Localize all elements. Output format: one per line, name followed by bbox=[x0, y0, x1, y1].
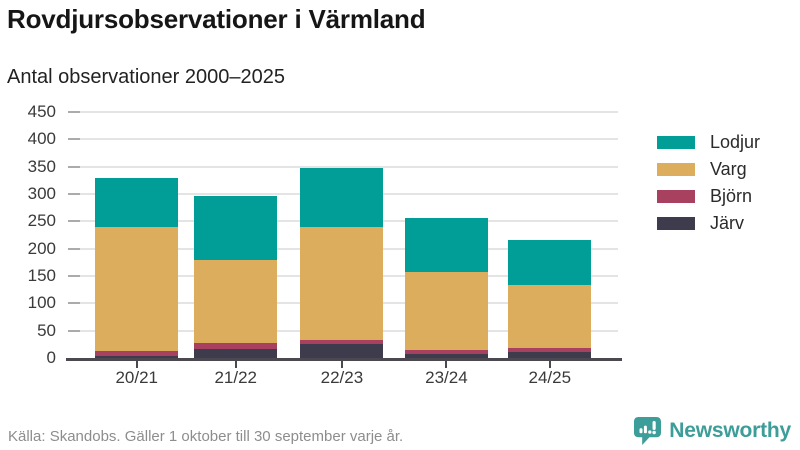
newsworthy-logo[interactable]: Newsworthy bbox=[633, 416, 791, 446]
bar-segment-21-22-järv bbox=[194, 348, 278, 358]
bar-segment-20-21-järv bbox=[95, 356, 179, 358]
bar-segment-24-25-varg bbox=[508, 284, 592, 349]
y-axis-label-300: 300 bbox=[27, 184, 56, 203]
legend-swatch-järv bbox=[657, 217, 695, 230]
y-axis-tick-50 bbox=[68, 329, 80, 332]
legend-label-lodjur: Lodjur bbox=[710, 132, 761, 152]
bar-segment-23-24-järv bbox=[404, 354, 488, 358]
bar-segment-21-22-björn bbox=[194, 343, 278, 349]
y-axis-label-350: 350 bbox=[27, 156, 56, 176]
y-axis-tick-150 bbox=[68, 275, 80, 277]
y-axis-tick-100 bbox=[68, 302, 80, 305]
bar-segment-23-24-lodjur bbox=[404, 218, 488, 273]
legend-swatch-lodjur bbox=[657, 136, 695, 149]
bar-segment-20-21-lodjur bbox=[95, 177, 179, 227]
legend-swatch-björn bbox=[657, 190, 695, 203]
bar-segment-22-23-järv bbox=[300, 344, 384, 358]
x-axis-line bbox=[66, 358, 622, 361]
gridline-450 bbox=[68, 111, 618, 113]
bar-segment-20-21-björn bbox=[95, 351, 179, 357]
y-axis-tick-200 bbox=[68, 247, 80, 250]
legend-label-varg: Varg bbox=[710, 159, 747, 179]
x-axis-tick-21-22 bbox=[234, 361, 237, 368]
newsworthy-wordmark: Newsworthy bbox=[669, 419, 791, 442]
legend: Lodjur Varg Björn Järv bbox=[657, 129, 760, 237]
bar-segment-22-23-björn bbox=[300, 339, 384, 345]
x-axis-label-21-22: 21/22 bbox=[214, 368, 258, 387]
bar-segment-23-24-varg bbox=[404, 272, 488, 351]
y-axis-tick-250 bbox=[68, 220, 80, 223]
y-axis-tick-400 bbox=[68, 138, 80, 141]
legend-label-järv: Järv bbox=[710, 213, 745, 233]
y-axis-label-200: 200 bbox=[27, 238, 56, 258]
legend-item-björn: Björn bbox=[657, 183, 760, 210]
x-axis-label-23-24: 23/24 bbox=[425, 368, 468, 387]
y-axis-label-100: 100 bbox=[27, 293, 56, 313]
y-axis-label-400: 400 bbox=[27, 129, 56, 149]
legend-item-järv: Järv bbox=[657, 210, 760, 237]
x-axis-tick-24-25 bbox=[548, 361, 551, 368]
x-axis-label-22-23: 22/23 bbox=[320, 368, 364, 387]
bar-segment-21-22-varg bbox=[194, 260, 278, 344]
bar-segment-22-23-lodjur bbox=[300, 167, 384, 227]
y-axis-tick-300 bbox=[68, 193, 80, 195]
gridline-350 bbox=[68, 165, 618, 168]
y-axis-label-250: 250 bbox=[27, 211, 56, 231]
bar-segment-20-21-varg bbox=[95, 226, 179, 352]
bar-segment-24-25-björn bbox=[508, 348, 592, 352]
x-axis-tick-20-21 bbox=[135, 361, 138, 368]
gridline-400 bbox=[68, 138, 618, 141]
y-axis-label-50: 50 bbox=[37, 320, 56, 340]
legend-label-björn: Björn bbox=[710, 186, 753, 206]
y-axis-tick-350 bbox=[68, 165, 80, 168]
bar-segment-24-25-järv bbox=[508, 351, 592, 358]
legend-swatch-varg bbox=[657, 163, 695, 176]
x-axis-label-20-21: 20/21 bbox=[115, 368, 159, 387]
bar-segment-22-23-varg bbox=[300, 226, 384, 340]
chart-title: Rovdjursobservationer i Värmland bbox=[7, 4, 426, 34]
newsworthy-icon bbox=[633, 416, 662, 446]
chart-subtitle: Antal observationer 2000–2025 bbox=[7, 66, 285, 88]
x-axis-tick-23-24 bbox=[445, 361, 448, 368]
bar-segment-23-24-björn bbox=[404, 350, 488, 355]
source-note: Källa: Skandobs. Gäller 1 oktober till 3… bbox=[8, 428, 404, 445]
y-axis-label-0: 0 bbox=[46, 348, 56, 367]
x-axis-label-24-25: 24/25 bbox=[528, 368, 572, 387]
legend-item-lodjur: Lodjur bbox=[657, 129, 760, 156]
y-axis-label-450: 450 bbox=[27, 102, 56, 121]
x-axis-tick-22-23 bbox=[340, 361, 343, 368]
y-axis-label-150: 150 bbox=[27, 266, 56, 285]
y-axis-tick-450 bbox=[68, 111, 80, 113]
bar-segment-21-22-lodjur bbox=[194, 196, 278, 261]
bar-segment-24-25-lodjur bbox=[508, 240, 592, 285]
legend-item-varg: Varg bbox=[657, 156, 760, 183]
